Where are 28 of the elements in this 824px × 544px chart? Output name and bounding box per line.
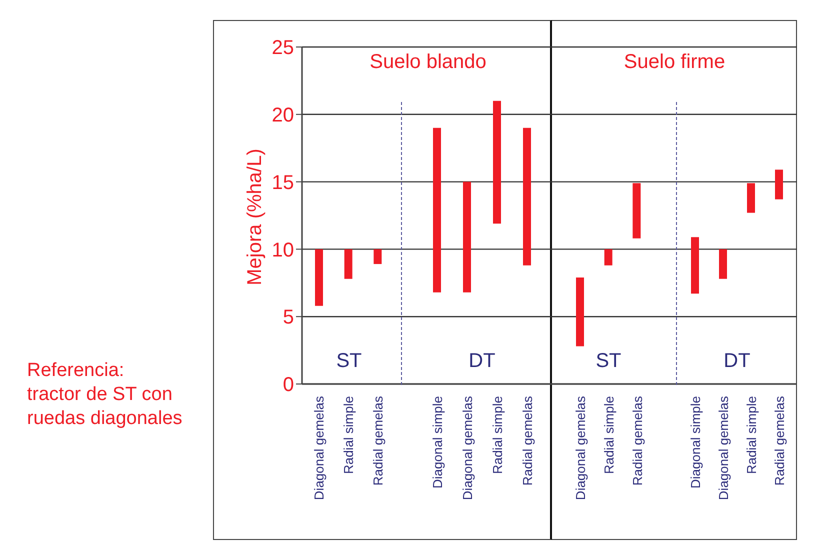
x-tick-label: Diagonal gemelas <box>573 395 588 500</box>
x-tick-label: Radial gemelas <box>772 395 787 486</box>
x-tick-label: Diagonal gemelas <box>311 395 326 500</box>
x-tick-label: Radial gemelas <box>520 395 535 486</box>
chart-title: Suelo firme <box>622 51 726 74</box>
y-tick-label: 15 <box>271 171 294 194</box>
x-tick-label: Diagonal simple <box>430 396 445 488</box>
y-tick-label: 10 <box>271 238 294 261</box>
annotation: ST <box>335 350 363 374</box>
annotation: DT <box>468 350 496 374</box>
y-axis-title: Mejora (%ha/L) <box>243 147 267 287</box>
y-tick-label: 0 <box>282 374 294 396</box>
y-tick-label: 25 <box>271 36 294 59</box>
x-tick-label: Diagonal gemelas <box>460 395 475 500</box>
x-tick-label: Radial simple <box>602 396 616 474</box>
x-tick-label: Diagonal simple <box>688 396 703 488</box>
x-tick-label: Diagonal gemelas <box>716 395 731 500</box>
y-tick-label: 5 <box>282 306 294 328</box>
x-tick-label: Radial simple <box>340 396 356 474</box>
annotation: DT <box>722 350 752 374</box>
x-tick-label: Radial simple <box>744 396 759 474</box>
chart-title: Suelo blando <box>368 51 488 74</box>
x-tick-label: Radial gemelas <box>630 395 645 486</box>
x-tick-label: Radial gemelas <box>370 395 385 486</box>
annotation: ST <box>594 350 622 374</box>
text: Referencia: tractor de ST con ruedas diagonales <box>27 359 184 431</box>
x-tick-label: Radial simple <box>490 396 505 474</box>
y-tick-label: 20 <box>271 104 294 126</box>
